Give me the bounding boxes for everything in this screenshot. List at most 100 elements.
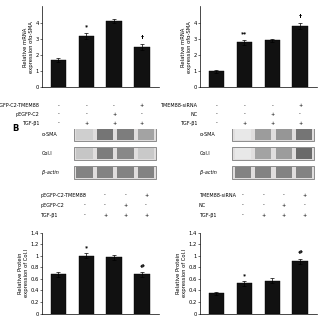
Bar <box>236 42 252 87</box>
Text: **: ** <box>241 31 247 36</box>
Bar <box>117 167 134 178</box>
Text: -: - <box>85 112 87 117</box>
Y-axis label: Relative mRNA
expression ofα-SMA: Relative mRNA expression ofα-SMA <box>181 21 192 73</box>
Bar <box>292 261 308 314</box>
Text: +: + <box>124 212 128 218</box>
Bar <box>117 148 134 159</box>
Text: -: - <box>58 121 59 126</box>
Text: TMEM88-siRNA: TMEM88-siRNA <box>198 193 236 197</box>
Text: -: - <box>216 121 217 126</box>
Bar <box>107 21 122 87</box>
Text: *: * <box>243 273 246 278</box>
Bar <box>233 128 315 141</box>
Bar <box>236 284 252 314</box>
Text: Col.I: Col.I <box>200 151 211 156</box>
Text: †: † <box>299 14 301 20</box>
Bar <box>235 167 251 178</box>
Text: +: + <box>84 121 88 126</box>
Bar <box>255 148 271 159</box>
Text: +: + <box>270 112 274 117</box>
Bar <box>74 165 156 179</box>
Text: α-SMA: α-SMA <box>200 132 215 137</box>
Text: -: - <box>125 193 126 197</box>
Bar <box>138 148 154 159</box>
Bar <box>209 71 224 87</box>
Text: +: + <box>302 193 306 197</box>
Bar <box>265 281 280 314</box>
Text: +: + <box>103 212 107 218</box>
Bar <box>296 167 312 178</box>
Text: -: - <box>244 112 245 117</box>
Text: pEGFP-C2-TMEM88: pEGFP-C2-TMEM88 <box>0 103 39 108</box>
Text: -: - <box>242 212 244 218</box>
Bar <box>235 148 251 159</box>
Text: -: - <box>242 203 244 208</box>
Text: -: - <box>216 103 217 108</box>
Bar <box>235 129 251 140</box>
Text: -: - <box>85 103 87 108</box>
Text: +: + <box>140 121 144 126</box>
Bar <box>276 129 292 140</box>
Bar <box>74 128 156 141</box>
Text: NC: NC <box>198 203 206 208</box>
Bar <box>97 129 113 140</box>
Bar <box>76 167 93 178</box>
Text: +: + <box>282 212 286 218</box>
Bar <box>51 60 66 87</box>
Text: pEGFP-C2: pEGFP-C2 <box>15 112 39 117</box>
Bar <box>296 148 312 159</box>
Bar <box>51 274 66 314</box>
Text: -: - <box>262 193 264 197</box>
Text: -: - <box>242 193 244 197</box>
Text: -: - <box>113 103 115 108</box>
Text: -: - <box>299 112 301 117</box>
Bar <box>97 167 113 178</box>
Text: +: + <box>144 193 148 197</box>
Text: +: + <box>124 203 128 208</box>
Bar <box>255 167 271 178</box>
Bar <box>78 36 94 87</box>
Text: *: * <box>85 24 88 29</box>
Bar <box>233 165 315 179</box>
Bar <box>117 129 134 140</box>
Text: +: + <box>144 212 148 218</box>
Bar <box>76 129 93 140</box>
Bar <box>138 167 154 178</box>
Text: +: + <box>242 121 246 126</box>
Text: -: - <box>216 112 217 117</box>
Text: B: B <box>12 124 19 133</box>
Text: -: - <box>244 103 245 108</box>
Bar <box>296 129 312 140</box>
Text: α-SMA: α-SMA <box>42 132 57 137</box>
Text: -: - <box>283 193 284 197</box>
Bar <box>97 148 113 159</box>
Bar <box>276 167 292 178</box>
Text: -: - <box>271 103 273 108</box>
Text: TMEM88-siRNA: TMEM88-siRNA <box>160 103 197 108</box>
Text: +: + <box>140 103 144 108</box>
Text: -: - <box>84 193 85 197</box>
Text: #: # <box>298 250 303 255</box>
Text: -: - <box>141 112 143 117</box>
Text: +: + <box>112 112 116 117</box>
Bar <box>107 257 122 314</box>
Text: +: + <box>282 203 286 208</box>
Text: +: + <box>302 212 306 218</box>
Bar <box>74 147 156 160</box>
Text: -: - <box>262 203 264 208</box>
Bar <box>76 148 93 159</box>
Bar <box>138 129 154 140</box>
Text: +: + <box>298 121 302 126</box>
Text: Col.I: Col.I <box>42 151 52 156</box>
Bar <box>78 256 94 314</box>
Text: pEGFP-C2: pEGFP-C2 <box>40 203 64 208</box>
Y-axis label: Relative Protein
expression of Col.I: Relative Protein expression of Col.I <box>18 249 29 297</box>
Text: +: + <box>298 103 302 108</box>
Bar <box>209 293 224 314</box>
Bar <box>265 40 280 87</box>
Y-axis label: Relative Protein
expression of Col.I: Relative Protein expression of Col.I <box>176 249 187 297</box>
Text: NC: NC <box>190 112 197 117</box>
Text: †: † <box>140 36 143 40</box>
Bar <box>134 274 150 314</box>
Text: TGF-β1: TGF-β1 <box>198 212 216 218</box>
